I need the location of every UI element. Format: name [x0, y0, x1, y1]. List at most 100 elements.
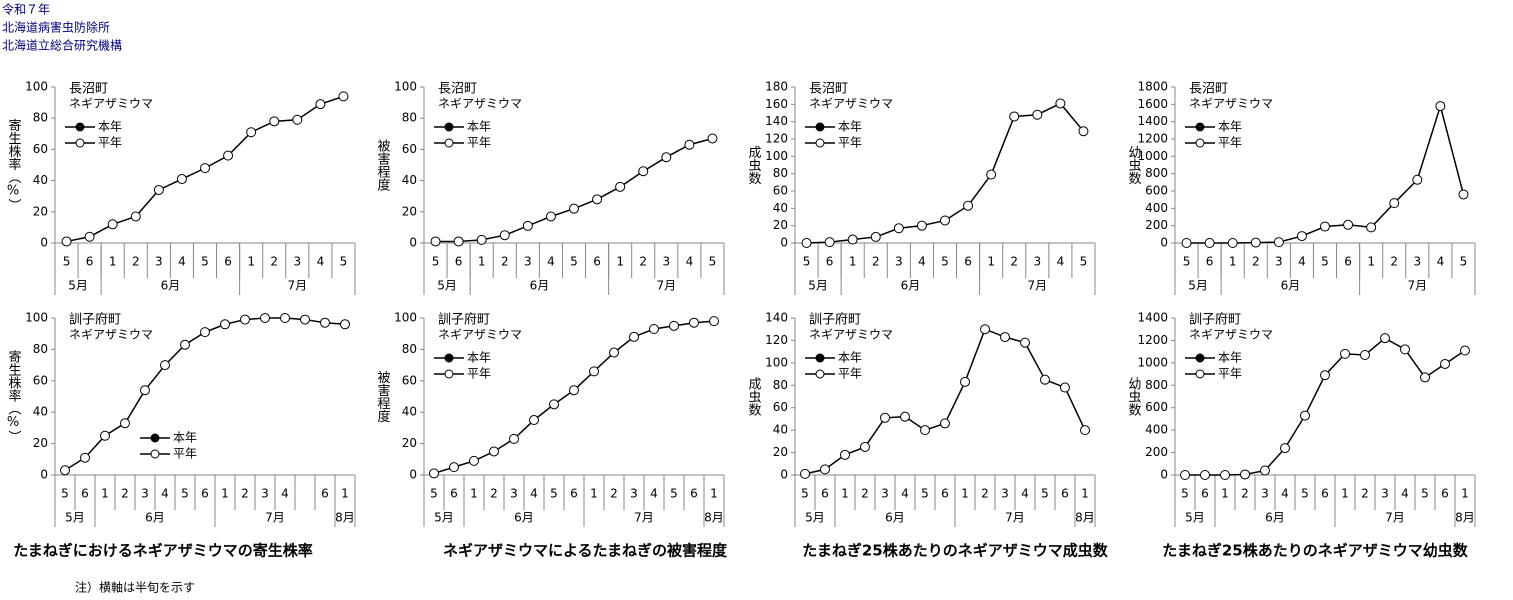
data-point — [870, 231, 881, 242]
series-line — [433, 320, 715, 475]
y-tick-label: 80 — [33, 342, 48, 356]
series-line — [435, 137, 713, 243]
x-tick-label: 3 — [261, 487, 269, 501]
y-tick-label: 200 — [1145, 445, 1168, 459]
data-point — [609, 347, 619, 358]
data-point — [1412, 174, 1423, 185]
x-tick-label: 4 — [281, 487, 289, 501]
legend-label: 平年 — [1218, 367, 1242, 381]
data-point — [80, 452, 90, 463]
y-tick-label: 80 — [773, 378, 788, 392]
data-point — [960, 376, 970, 387]
data-point — [684, 139, 695, 150]
x-tick-label: 5 — [570, 255, 578, 269]
data-point — [1273, 237, 1284, 248]
location: 訓子府町 — [809, 312, 861, 328]
x-tick-label: 6 — [826, 255, 834, 269]
data-point — [545, 211, 556, 222]
x-tick-label: 2 — [610, 487, 618, 501]
y-tick-label: 800 — [1145, 166, 1168, 180]
legend-label: 平年 — [467, 136, 491, 150]
y-tick-label: 600 — [1145, 400, 1168, 414]
data-point — [1055, 98, 1066, 109]
data-point — [615, 181, 626, 192]
data-point — [223, 150, 234, 161]
x-tick-label: 5 — [709, 255, 717, 269]
legend-label: 本年 — [1218, 351, 1242, 365]
x-group-label: 6月 — [901, 279, 921, 293]
x-group-label: 8月 — [704, 511, 724, 525]
data-point — [1032, 109, 1043, 120]
y-tick-label: 1400 — [1137, 114, 1168, 128]
x-tick-label: 1 — [1367, 255, 1375, 269]
x-tick-label: 6 — [224, 255, 232, 269]
x-tick-label: 5 — [670, 487, 678, 501]
y-tick-label: 1000 — [1137, 149, 1168, 163]
data-point — [1340, 348, 1350, 359]
x-tick-label: 4 — [1401, 487, 1409, 501]
x-tick-label: 1 — [1341, 487, 1349, 501]
data-point — [1009, 111, 1020, 122]
x-tick-label: 2 — [132, 255, 140, 269]
data-point — [200, 163, 210, 174]
x-tick-label: 2 — [1241, 487, 1249, 501]
x-tick-label: 4 — [918, 255, 926, 269]
legend-label: 本年 — [173, 431, 197, 445]
legend-marker — [1195, 138, 1205, 148]
x-tick-label: 5 — [61, 487, 69, 501]
data-point — [592, 194, 603, 205]
y-tick-label: 0 — [1160, 236, 1168, 250]
x-tick-label: 4 — [1021, 487, 1029, 501]
x-tick-label: 3 — [141, 487, 149, 501]
data-point — [1280, 443, 1290, 454]
x-group-label: 7月 — [1407, 279, 1427, 293]
pest: ネギアザミウマ — [438, 97, 522, 111]
location: 長沼町 — [69, 82, 108, 97]
x-tick-label: 5 — [1041, 487, 1049, 501]
data-point — [220, 319, 230, 330]
caption: ネギアザミウマによるたまねぎの被害程度 — [443, 542, 728, 560]
x-tick-label: 6 — [821, 487, 829, 501]
x-tick-label: 2 — [121, 487, 129, 501]
data-point — [986, 169, 997, 180]
data-point — [638, 166, 649, 177]
x-tick-label: 5 — [430, 487, 438, 501]
data-point — [100, 430, 110, 441]
x-tick-label: 6 — [1321, 487, 1329, 501]
y-tick-label: 1200 — [1137, 132, 1168, 146]
x-tick-label: 4 — [1281, 487, 1289, 501]
y-tick-label: 800 — [1145, 378, 1168, 392]
data-point — [920, 425, 930, 436]
data-point — [429, 468, 439, 479]
x-group-label: 6月 — [530, 279, 550, 293]
x-tick-label: 5 — [550, 487, 558, 501]
y-tick-label: 40 — [402, 173, 417, 187]
header-line: 北海道病害虫防除所 — [2, 20, 110, 35]
data-point — [980, 324, 990, 335]
x-tick-label: 4 — [901, 487, 909, 501]
data-point — [61, 236, 72, 247]
legend-marker — [1195, 353, 1205, 363]
y-tick-label: 0 — [780, 468, 788, 482]
x-tick-label: 6 — [201, 487, 209, 501]
y-axis-label: 成虫数 — [746, 377, 762, 416]
x-tick-label: 1 — [710, 487, 718, 501]
data-point — [176, 174, 187, 185]
y-tick-label: 0 — [40, 236, 48, 250]
y-tick-label: 40 — [773, 423, 788, 437]
x-group-label: 5月 — [805, 511, 825, 525]
data-point — [689, 317, 699, 328]
y-tick-label: 20 — [402, 436, 417, 450]
x-group-label: 7月 — [265, 511, 285, 525]
note: 注）横軸は半旬を示す — [75, 580, 195, 595]
data-point — [160, 360, 170, 371]
data-point — [1250, 237, 1261, 248]
x-group-label: 7月 — [1385, 511, 1405, 525]
y-tick-label: 140 — [765, 114, 788, 128]
pest: ネギアザミウマ — [438, 328, 522, 342]
x-tick-label: 1 — [109, 255, 117, 269]
x-tick-label: 6 — [964, 255, 972, 269]
x-tick-label: 2 — [981, 487, 989, 501]
x-tick-label: 3 — [510, 487, 518, 501]
x-tick-label: 6 — [1206, 255, 1214, 269]
